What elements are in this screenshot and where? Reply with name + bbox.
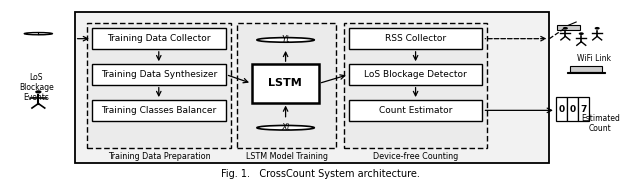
Ellipse shape <box>595 27 600 30</box>
Text: 0: 0 <box>558 105 564 114</box>
Text: Device-free Counting: Device-free Counting <box>373 152 458 161</box>
Text: Fig. 1.   CrossCount System architecture.: Fig. 1. CrossCount System architecture. <box>221 169 419 179</box>
Text: Training Classes Balancer: Training Classes Balancer <box>101 106 216 115</box>
Bar <box>92 28 226 49</box>
Bar <box>237 23 336 148</box>
Bar <box>92 100 226 120</box>
Text: WiFi Link: WiFi Link <box>577 54 611 63</box>
Bar <box>567 97 578 121</box>
Ellipse shape <box>579 32 584 35</box>
Bar <box>252 64 319 103</box>
Text: LoS Blockage Detector: LoS Blockage Detector <box>364 70 467 79</box>
Text: Yt: Yt <box>282 35 290 44</box>
Text: Training Data Collector: Training Data Collector <box>107 34 211 43</box>
Bar <box>567 72 605 73</box>
Text: LSTM: LSTM <box>268 78 302 88</box>
Bar <box>578 97 589 121</box>
Text: Training Data Preparation: Training Data Preparation <box>108 152 211 161</box>
Text: Estimated
Count: Estimated Count <box>581 114 620 133</box>
Ellipse shape <box>257 38 314 42</box>
Text: Xt: Xt <box>281 123 290 132</box>
Bar <box>557 25 580 30</box>
Ellipse shape <box>24 33 52 35</box>
Text: RSS Collector: RSS Collector <box>385 34 446 43</box>
Text: LSTM Model Training: LSTM Model Training <box>246 152 328 161</box>
Text: LoS
Blockage
Events: LoS Blockage Events <box>19 72 54 102</box>
Ellipse shape <box>563 27 568 30</box>
Bar <box>344 23 487 148</box>
Bar <box>349 64 483 85</box>
Text: 7: 7 <box>580 105 587 114</box>
Bar <box>349 28 483 49</box>
Text: 0: 0 <box>569 105 575 114</box>
Bar <box>75 12 549 163</box>
Bar <box>92 64 226 85</box>
Bar <box>570 66 602 72</box>
Text: Training Data Synthesizer: Training Data Synthesizer <box>100 70 217 79</box>
Bar <box>88 23 231 148</box>
Ellipse shape <box>35 90 42 94</box>
Bar <box>556 97 567 121</box>
Bar <box>349 100 483 120</box>
Ellipse shape <box>257 125 314 130</box>
Text: Count Estimator: Count Estimator <box>379 106 452 115</box>
